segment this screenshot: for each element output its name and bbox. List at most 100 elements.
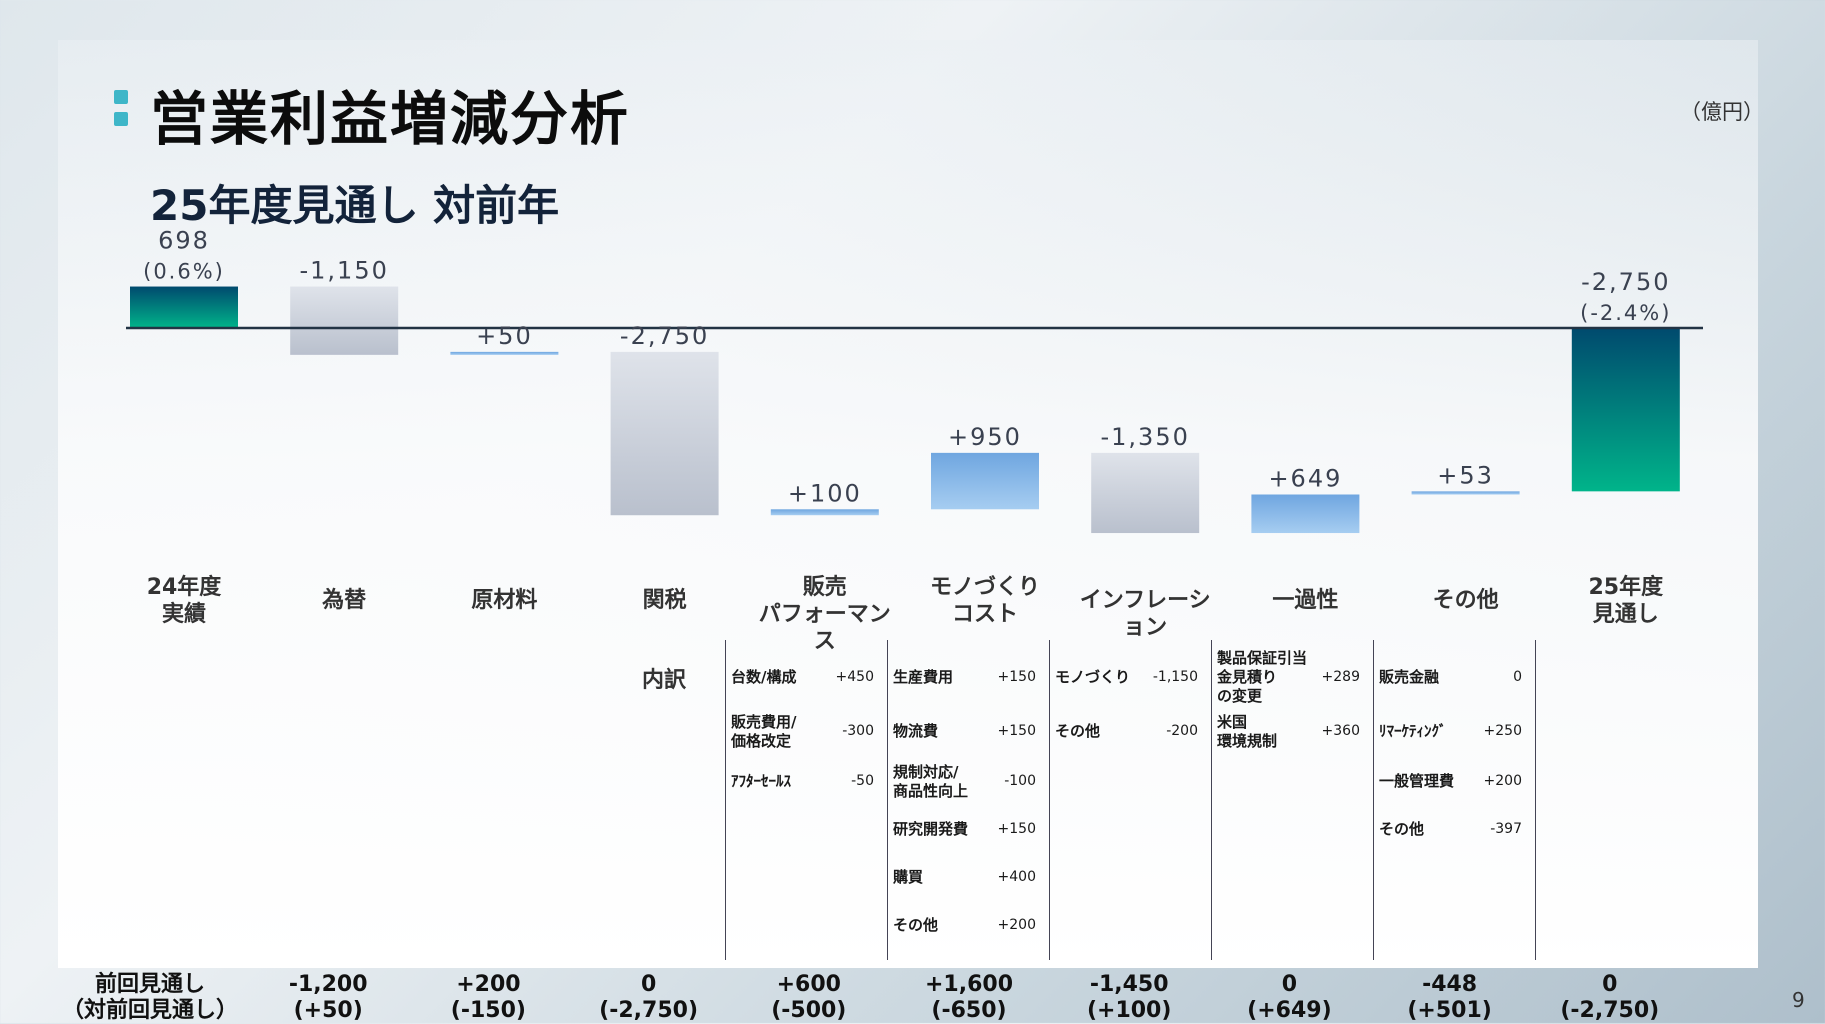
previous-forecast-value: +1,600 — [924, 972, 1014, 997]
breakdown-item-value: -100 — [1004, 773, 1036, 789]
category-label-1: 為替 — [269, 587, 419, 614]
breakdown-item-label-line: ｱﾌﾀｰｾｰﾙｽ — [731, 772, 792, 790]
page-subtitle: 25年度見通し 対前年 — [150, 181, 560, 230]
bar-5 — [931, 452, 1039, 510]
breakdown-item-value: +360 — [1321, 723, 1360, 739]
breakdown-item-label: 物流費 — [893, 722, 938, 741]
breakdown-item-label-line: 販売金融 — [1379, 668, 1440, 686]
bar-label-3-0: -2,750 — [620, 322, 709, 350]
bar-label-6-0: -1,350 — [1101, 423, 1190, 451]
breakdown-item-label-line: 規制対応/ — [893, 762, 959, 781]
breakdown-item-label-line: 物流費 — [893, 722, 939, 740]
breakdown-item-label-line: 一般管理費 — [1379, 772, 1455, 790]
breakdown-item: その他 -200 — [1055, 722, 1198, 741]
breakdown-item-label-line: 金見積り — [1217, 668, 1278, 686]
bar-label-4-0: +100 — [788, 479, 862, 507]
previous-forecast-value: -1,450 — [1089, 972, 1169, 997]
previous-forecast-value: -448 — [1422, 972, 1478, 997]
category-label-6: インフレーション — [1070, 587, 1220, 641]
breakdown-item-label-line: 生産費用 — [893, 668, 954, 686]
category-label-line: 為替 — [322, 588, 367, 613]
breakdown-item-value: 0 — [1513, 669, 1522, 685]
previous-forecast-value: (-2,750) — [1560, 998, 1660, 1023]
previous-forecast-value: (+50) — [293, 998, 363, 1023]
previous-forecast-cell-3: +600 (-500) — [729, 972, 889, 1024]
category-label-line: 24年度 — [146, 575, 222, 600]
category-label-line: モノづくり — [929, 575, 1040, 600]
previous-forecast-value: +200 — [456, 972, 521, 997]
breakdown-item-label-line: その他 — [893, 916, 939, 934]
breakdown-item: ｱﾌﾀｰｾｰﾙｽ -50 — [731, 772, 874, 791]
bar-label-7-0: +649 — [1268, 464, 1342, 492]
breakdown-item-label: 販売費用/価格改定 — [731, 713, 796, 751]
category-label-9: 25年度 見通し — [1551, 574, 1701, 628]
category-label-line: 販売 — [802, 575, 847, 600]
breakdown-item: 物流費 +150 — [893, 722, 1036, 741]
breakdown-item-label-line: 製品保証引当 — [1217, 649, 1308, 667]
previous-forecast-value: (+649) — [1247, 998, 1332, 1023]
bar-label-9-0: -2,750 — [1581, 268, 1670, 296]
breakdown-item-label: 一般管理費 — [1379, 772, 1454, 791]
bar-label-2-0: +50 — [476, 322, 533, 350]
category-label-0: 24年度 実績 — [109, 574, 259, 628]
breakdown-item-label: 販売金融 — [1379, 668, 1439, 687]
breakdown-item: その他 +200 — [893, 916, 1036, 935]
bar-label-8-0: +53 — [1437, 461, 1494, 489]
breakdown-item-label-line: 台数/構成 — [731, 668, 797, 686]
previous-forecast-subtitle: （対前回見通し） — [61, 998, 238, 1023]
breakdown-item: 規制対応/商品性向上 -100 — [893, 763, 1036, 801]
breakdown-item-label-line: 価格改定 — [731, 731, 792, 750]
breakdown-item-label-line: 商品性向上 — [893, 781, 969, 800]
breakdown-item-label: 米国 環境規制 — [1217, 713, 1277, 751]
previous-forecast-cell-0: -1,200 (+50) — [248, 972, 408, 1024]
breakdown-item-label: ｱﾌﾀｰｾｰﾙｽ — [731, 772, 791, 791]
previous-forecast-value: (-2,750) — [599, 998, 698, 1023]
breakdown-item-label-line: ﾘﾏｰｹﾃｨﾝｸﾞ — [1379, 722, 1447, 740]
bar-2 — [450, 351, 559, 355]
previous-forecast-value: 0 — [640, 972, 657, 997]
previous-forecast-title: 前回見通し — [94, 972, 205, 997]
breakdown-item-value: +200 — [1483, 773, 1522, 789]
breakdown-item-label: その他 — [1055, 722, 1100, 741]
breakdown-divider-3 — [1211, 640, 1212, 960]
breakdown-item: ﾘﾏｰｹﾃｨﾝｸﾞ +250 — [1379, 722, 1522, 741]
breakdown-item-label-line: 研究開発費 — [893, 820, 969, 838]
previous-forecast-value: +600 — [776, 972, 841, 997]
unit-label: （億円） — [1680, 100, 1764, 124]
category-label-line: その他 — [1432, 588, 1499, 613]
breakdown-item-value: -397 — [1490, 821, 1522, 837]
page-title: 営業利益増減分析 — [150, 85, 631, 153]
bar-4 — [770, 509, 879, 516]
bar-1 — [290, 286, 399, 355]
breakdown-item: 販売金融 0 — [1379, 668, 1522, 687]
breakdown-item-value: +150 — [997, 821, 1036, 837]
breakdown-item-value: +150 — [997, 723, 1036, 739]
breakdown-item: 製品保証引当 金見積り の変更 +289 — [1217, 649, 1360, 706]
category-label-line: コスト — [951, 602, 1018, 627]
breakdown-item-label-line: その他 — [1055, 722, 1101, 740]
breakdown-item-value: +200 — [997, 917, 1036, 933]
category-label-4: 販売 パフォーマンス — [750, 574, 900, 655]
previous-forecast-value: -1,200 — [288, 972, 368, 997]
breakdown-item-value: -1,150 — [1152, 669, 1198, 685]
category-label-3: 関税 — [590, 587, 740, 614]
category-label-line: パフォーマンス — [758, 602, 891, 654]
breakdown-item: 購買 +400 — [893, 868, 1036, 887]
bar-7 — [1251, 494, 1360, 534]
bar-8 — [1411, 491, 1520, 495]
breakdown-item-label-line: その他 — [1379, 820, 1425, 838]
category-label-8: その他 — [1391, 587, 1541, 614]
breakdown-item: 研究開発費 +150 — [893, 820, 1036, 839]
previous-forecast-label: 前回見通し （対前回見通し） — [60, 972, 240, 1024]
breakdown-divider-2 — [1049, 640, 1050, 960]
breakdown-item-label-line: 環境規制 — [1217, 731, 1278, 750]
breakdown-divider-1 — [887, 640, 888, 960]
previous-forecast-cell-1: +200 (-150) — [408, 972, 568, 1024]
breakdown-item: 台数/構成 +450 — [731, 668, 874, 687]
previous-forecast-cell-4: +1,600 (-650) — [889, 972, 1049, 1024]
breakdown-item-label-line: 購買 — [893, 868, 924, 886]
category-label-line: インフレーション — [1079, 588, 1211, 640]
previous-forecast-value: (-500) — [771, 998, 847, 1023]
breakdown-item-label: ﾘﾏｰｹﾃｨﾝｸﾞ — [1379, 722, 1447, 741]
previous-forecast-value: 0 — [1602, 972, 1618, 997]
